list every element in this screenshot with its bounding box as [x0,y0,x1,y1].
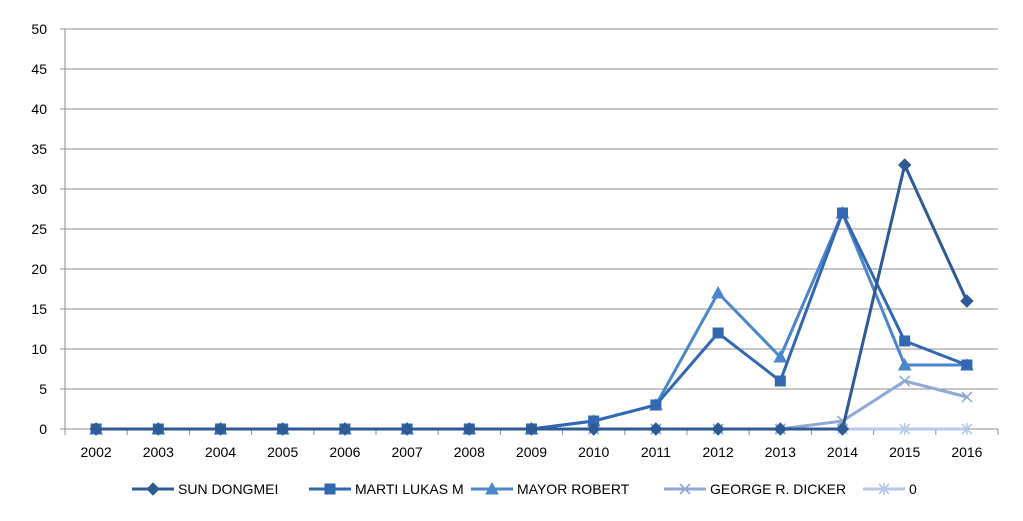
y-tick-label: 10 [31,341,47,357]
data-point-marker [835,422,850,436]
y-tick-label: 25 [31,221,47,237]
data-point-marker [711,422,725,436]
x-tick-label: 2011 [641,444,671,460]
x-tick-label: 2010 [578,444,609,460]
legend-item: GEORGE R. DICKER [664,481,846,497]
x-tick-label: 2015 [889,444,920,460]
data-point-marker [897,357,912,371]
x-tick-label: 2014 [827,444,858,460]
data-point-marker [400,422,414,436]
data-point-marker [837,207,848,219]
legend-label: GEORGE R. DICKER [710,481,846,497]
y-tick-label: 5 [39,381,47,397]
data-point-marker [711,285,725,299]
y-tick-label: 50 [31,21,47,37]
data-point-marker [960,294,974,308]
legend-item: SUN DONGMEI [132,481,278,497]
x-tick-label: 2003 [143,444,174,460]
legend-label: 0 [909,481,917,497]
legend-marker [146,482,160,496]
series-line [96,379,968,431]
y-tick-label: 45 [31,61,47,77]
y-tick-label: 15 [31,301,47,317]
series-marti-lukas-m [90,207,973,435]
data-point-marker [961,359,973,371]
series-mayor-robert [89,205,974,435]
legend-item: MAYOR ROBERT [471,481,630,497]
legend-item: MARTI LUKAS M [309,481,464,497]
grid [65,28,998,390]
data-point-marker [961,423,973,435]
y-tick-label: 30 [31,181,47,197]
x-tick-label: 2002 [81,444,112,460]
legend-marker [485,481,499,495]
data-point-marker [899,375,911,387]
y-tick-label: 35 [31,141,47,157]
x-tick-label: 2013 [765,444,796,460]
data-point-marker [586,422,601,436]
data-point-marker [899,423,911,435]
y-tick-label: 40 [31,101,47,117]
y-tick-label: 20 [31,261,47,277]
data-point-marker [773,422,788,436]
series-line [96,211,968,431]
data-point-marker [897,158,912,172]
x-tick-label: 2012 [703,444,734,460]
x-tick-label: 2005 [267,444,298,460]
x-tick-label: 2009 [516,444,547,460]
series-line [96,211,967,431]
x-tick-label: 2004 [205,444,236,460]
data-point-marker [524,422,539,436]
legend-marker [324,483,336,495]
series-sun-dongmei [89,158,974,436]
x-tick-label: 2016 [951,444,982,460]
x-tick-label: 2006 [329,444,360,460]
legend-marker [679,483,691,495]
legend-marker [878,483,890,495]
data-point-marker [462,422,477,436]
y-tick-label: 0 [39,421,47,437]
data-point-marker [649,422,663,436]
data-point-marker [151,422,166,436]
legend-item: 0 [863,481,917,497]
data-point-marker [712,327,724,339]
data-point-marker [650,399,662,411]
legend: SUN DONGMEI MARTI LUKAS M MAYOR ROBERT GEOR… [132,481,917,497]
data-point-marker [899,335,911,347]
legend-label: MAYOR ROBERT [517,481,630,497]
data-point-marker [213,422,228,436]
legend-label: SUN DONGMEI [178,481,278,497]
data-point-marker [774,375,786,387]
data-point-marker [89,422,103,436]
x-tick-label: 2007 [392,444,423,460]
x-tick-label: 2008 [454,444,485,460]
data-point-marker [275,422,290,436]
data-point-marker [773,349,788,363]
series-lines [89,158,974,436]
legend-label: MARTI LUKAS M [355,481,464,497]
data-point-marker [961,391,973,403]
data-point-marker [338,422,352,436]
